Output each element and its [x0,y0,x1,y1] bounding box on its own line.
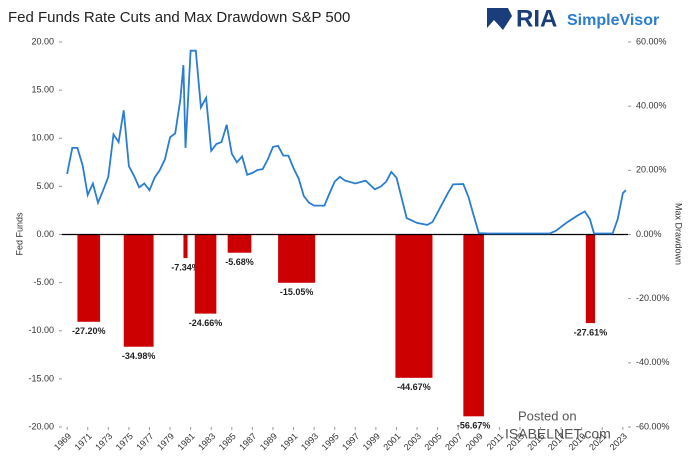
y2-tick-label: -60.00% [636,421,670,431]
x-tick-label: 1987 [237,431,258,452]
x-tick-label: 1973 [93,431,114,452]
logo-brand: RIA [516,5,557,32]
value-label: -27.61% [574,327,608,337]
bar [227,234,252,253]
y-tick-label: 10.00 [31,133,54,143]
y-tick-label: -5.00 [33,277,54,287]
y-tick-label: -10.00 [28,325,54,335]
y-tick-label: -20.00 [28,421,54,431]
value-label: -44.67% [397,382,431,392]
value-label: -24.66% [189,318,223,328]
x-tick-label: 1981 [175,431,196,452]
y-axis-label: Fed Funds [14,212,24,256]
watermark: Posted on ISABELNET.com [505,408,611,441]
value-label: -5.68% [225,257,254,267]
bar [463,234,484,417]
chart-title: Fed Funds Rate Cuts and Max Drawdown S&P… [8,9,350,26]
value-label: -56.67% [457,421,491,431]
y2-tick-label: 60.00% [636,36,667,46]
bar [395,234,433,378]
x-tick-label: 2007 [443,431,464,452]
x-tick-label: 1999 [361,431,382,452]
x-tick-label: 2003 [402,431,423,452]
y2-tick-label: -40.00% [636,357,670,367]
y-tick-label: -15.00 [28,373,54,383]
y2-tick-label: 0.00% [636,229,662,239]
x-tick-label: 2001 [381,431,402,452]
x-tick-label: 1989 [258,431,279,452]
logo-product: SimpleVisor [567,12,659,29]
x-tick-label: 1975 [114,431,135,452]
value-label: -34.98% [122,351,156,361]
value-label: -15.05% [280,287,314,297]
y-tick-label: 0.00 [36,229,54,239]
x-tick-label: 1995 [320,431,341,452]
y2-tick-label: 20.00% [636,165,667,175]
value-label: -27.20% [72,326,106,336]
bar [278,234,316,283]
y2-tick-label: 40.00% [636,101,667,111]
y-tick-label: 15.00 [31,85,54,95]
x-tick-label: 1997 [340,431,361,452]
bar [123,234,154,347]
x-tick-label: 2023 [608,431,629,452]
bar [194,234,217,314]
x-tick-label: 1991 [278,431,299,452]
bar [77,234,101,322]
x-tick-label: 1969 [52,431,73,452]
bar [585,234,596,324]
x-tick-label: 1983 [196,431,217,452]
logo: RIA SimpleVisor [487,5,659,32]
x-tick-label: 1985 [217,431,238,452]
logo-icon [487,8,512,30]
watermark-line2: ISABELNET.com [505,426,611,442]
x-tick-label: 1971 [73,431,94,452]
watermark-line1: Posted on [518,408,577,423]
x-tick-label: 1993 [299,431,320,452]
bar [183,234,188,259]
x-tick-label: 2011 [485,431,506,452]
y-tick-label: 20.00 [31,36,54,46]
x-tick-label: 2005 [422,431,443,452]
line [66,49,627,235]
value-label: -7.34% [171,262,200,272]
y2-axis-label: Max Drawdown [674,203,684,265]
y2-tick-label: -20.00% [636,293,670,303]
y-tick-label: 5.00 [36,181,54,191]
x-tick-label: 1977 [134,431,155,452]
x-tick-label: 1979 [155,431,176,452]
x-tick-label: 2009 [464,431,485,452]
